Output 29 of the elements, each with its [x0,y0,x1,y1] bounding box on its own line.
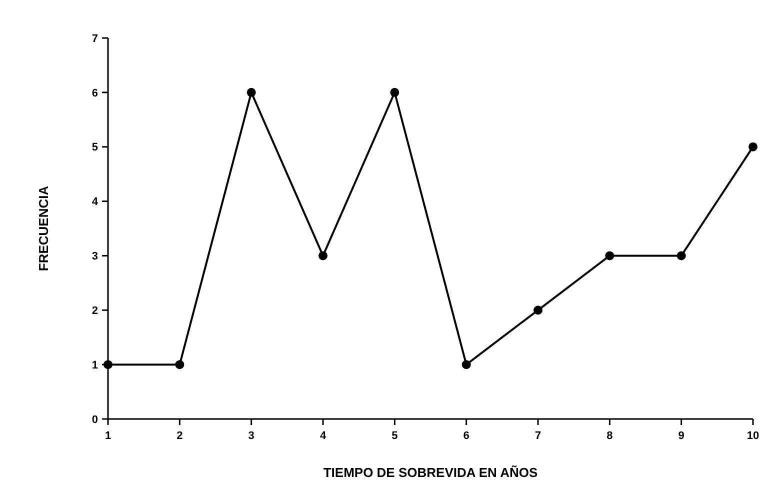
y-tick-label: 5 [92,142,98,154]
point [462,360,471,370]
y-tick-label: 1 [92,359,98,372]
point [748,142,758,152]
x-tick-label: 5 [392,430,398,442]
x-tick-label: 1 [104,430,112,442]
point [534,306,542,315]
x-tick-label: 4 [320,430,327,442]
x-tick-label: 3 [248,430,254,442]
point [390,88,400,97]
x-tick-label: 8 [606,430,613,442]
point [605,251,614,260]
y-tick-label: 3 [92,250,98,263]
y-tick-label: 2 [92,304,98,317]
point [175,360,184,370]
y-tick-label: 6 [92,87,98,100]
y-tick-label: 0 [92,414,98,426]
point [246,88,256,97]
x-tick-label: 10 [746,430,760,442]
x-axis-title: TIEMPO DE SOBREVIDA EN AÑOS [323,465,538,480]
y-axis-title: FRECUENCIA [36,185,51,272]
x-tick-label: 7 [534,430,542,442]
point [676,251,686,260]
y-tick-label: 4 [92,196,99,208]
point [318,251,328,260]
x-tick-label: 6 [463,430,470,442]
y-tick-label: 7 [92,32,98,45]
x-tick-label: 9 [678,430,684,442]
x-tick-label: 2 [176,430,183,442]
